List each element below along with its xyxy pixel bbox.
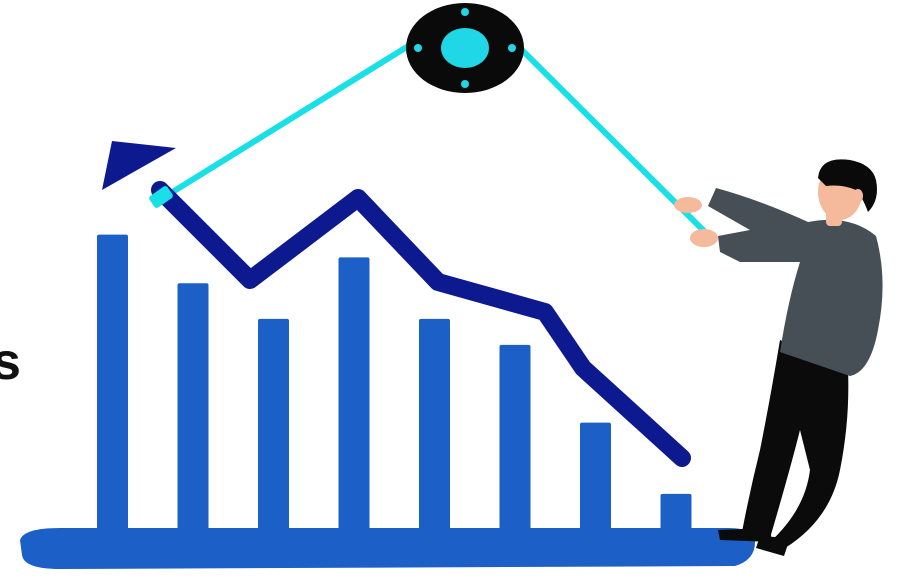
cropped-text: s [0,333,21,391]
ear [853,189,863,203]
bar [258,318,289,536]
pulley-bolt [461,80,469,88]
shoe-right [756,536,790,556]
pulley-bolt [461,8,469,16]
bar [338,257,370,536]
pulley-bolt [508,44,516,52]
bar [97,234,128,536]
bar-group [97,234,692,536]
rope-left [156,37,420,204]
rope-clamp [149,186,173,208]
hand-lower [690,229,718,247]
bar [499,344,531,536]
rope-right [517,45,708,235]
businessman-figure [674,159,883,556]
hand-upper [674,197,702,213]
bar [177,283,209,536]
pulley-icon [406,3,524,93]
bar [419,318,450,536]
shirt [708,188,883,376]
pulley-hub [441,28,489,68]
pulley-bolt [414,44,422,52]
chart-base [20,528,755,569]
pants [742,340,849,548]
trend-line [151,181,691,467]
arrow-head-icon [102,141,176,190]
shoe-left [718,528,772,542]
bar [660,493,692,536]
bar [580,422,611,536]
